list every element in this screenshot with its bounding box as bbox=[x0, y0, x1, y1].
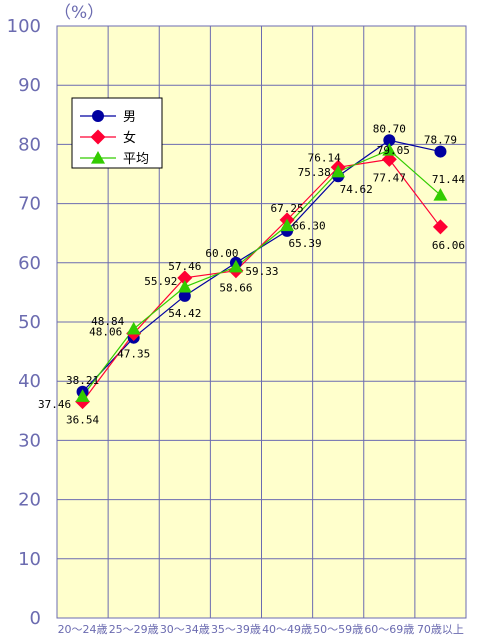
legend-label: 男 bbox=[123, 110, 136, 125]
x-tick-label: 25～29歳 bbox=[109, 623, 159, 636]
data-label: 48.06 bbox=[89, 325, 122, 338]
marker-triangle bbox=[331, 164, 346, 178]
legend-box bbox=[71, 97, 163, 169]
marker-diamond bbox=[177, 270, 193, 286]
data-label: 67.25 bbox=[271, 202, 304, 215]
data-label: 38.21 bbox=[66, 374, 99, 387]
marker-diamond bbox=[381, 151, 397, 167]
data-label: 58.66 bbox=[219, 282, 252, 295]
y-tick-label: 100 bbox=[7, 16, 41, 37]
marker-circle bbox=[178, 289, 191, 302]
legend-label: 平均 bbox=[123, 152, 149, 167]
y-tick-label: 20 bbox=[18, 490, 41, 511]
y-tick-label: 80 bbox=[18, 134, 41, 155]
x-tick-label: 35～39歳 bbox=[211, 623, 261, 636]
marker-circle bbox=[434, 145, 447, 158]
data-label: 47.35 bbox=[117, 348, 150, 361]
data-label: 77.47 bbox=[373, 171, 406, 184]
x-tick-label: 50～59歳 bbox=[313, 623, 363, 636]
marker-triangle bbox=[280, 218, 295, 232]
series-layer bbox=[75, 134, 448, 410]
data-label: 66.30 bbox=[293, 220, 326, 233]
y-tick-label: 10 bbox=[18, 549, 41, 570]
data-label: 79.05 bbox=[377, 144, 410, 157]
data-label: 71.44 bbox=[432, 173, 465, 186]
data-label: 37.46 bbox=[38, 398, 71, 411]
y-axis: 0 10 20 30 40 50 60 70 80 90 100 bbox=[7, 16, 41, 629]
marker-triangle bbox=[433, 188, 448, 201]
y-axis-unit: （%） bbox=[54, 3, 104, 23]
marker-triangle bbox=[177, 279, 192, 293]
marker-diamond bbox=[90, 129, 106, 145]
marker-triangle bbox=[91, 151, 105, 164]
data-labels: 38.21 47.35 54.42 60.00 65.39 74.62 80.70 78.79… bbox=[38, 122, 465, 426]
data-label: 60.00 bbox=[205, 247, 238, 260]
x-axis: 20～24歳 25～29歳 30～34歳 35～39歳 40～49歳 50～59歳 60～6… bbox=[58, 623, 464, 636]
y-tick-label: 0 bbox=[30, 608, 41, 629]
y-tick-label: 40 bbox=[18, 371, 41, 392]
data-label: 65.39 bbox=[289, 237, 322, 250]
y-tick-label: 60 bbox=[18, 253, 41, 274]
y-tick-label: 30 bbox=[18, 430, 41, 451]
data-label: 78.79 bbox=[424, 134, 457, 147]
marker-circle bbox=[383, 134, 396, 147]
marker-triangle bbox=[382, 143, 397, 156]
x-tick-label: 70歳以上 bbox=[417, 623, 464, 636]
data-label: 54.42 bbox=[168, 307, 201, 320]
data-label: 57.46 bbox=[168, 260, 201, 273]
marker-triangle bbox=[126, 321, 141, 335]
data-label: 36.54 bbox=[66, 414, 99, 427]
x-tick-label: 60～69歳 bbox=[364, 623, 414, 636]
marker-triangle bbox=[75, 389, 90, 402]
series-line-1 bbox=[82, 158, 441, 403]
marker-diamond bbox=[432, 219, 448, 235]
y-tick-label: 70 bbox=[18, 194, 41, 215]
data-label: 76.14 bbox=[308, 151, 341, 164]
data-label: 48.84 bbox=[91, 315, 124, 328]
legend-label: 女 bbox=[123, 130, 136, 146]
marker-circle bbox=[92, 110, 104, 122]
marker-triangle bbox=[228, 259, 243, 273]
data-label: 74.62 bbox=[340, 183, 373, 196]
data-label: 59.33 bbox=[245, 265, 278, 278]
data-label: 55.92 bbox=[144, 275, 177, 288]
data-label: 80.70 bbox=[373, 122, 406, 135]
data-label: 75.38 bbox=[298, 166, 331, 179]
data-label: 66.06 bbox=[432, 239, 465, 252]
y-tick-label: 50 bbox=[18, 312, 41, 333]
series-line-2 bbox=[82, 149, 441, 397]
x-tick-label: 20～24歳 bbox=[58, 623, 108, 636]
y-tick-label: 90 bbox=[18, 75, 41, 96]
x-tick-label: 30～34歳 bbox=[160, 623, 210, 636]
x-tick-label: 40～49歳 bbox=[262, 623, 312, 636]
